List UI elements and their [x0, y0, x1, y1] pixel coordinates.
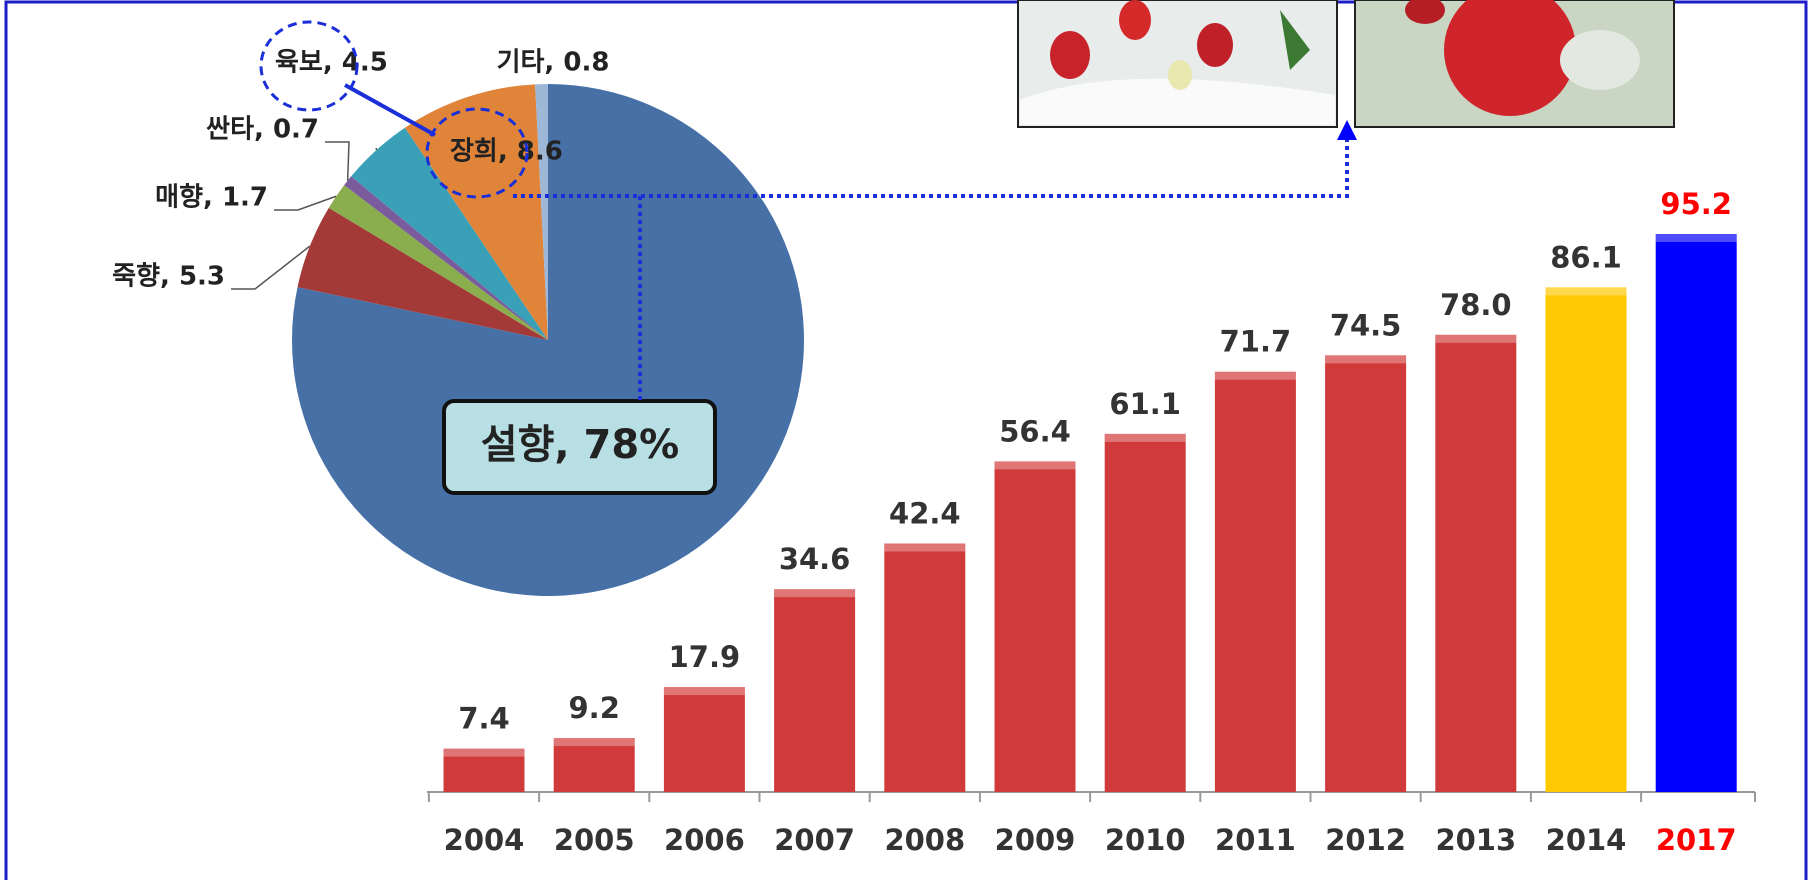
x-tick-label: 2008: [884, 823, 965, 857]
data-label: 매향, 1.7: [155, 183, 268, 213]
data-label: 95.2: [1660, 187, 1732, 221]
bar-highlight: [1215, 372, 1296, 380]
data-label: 42.4: [889, 496, 961, 530]
data-label: 싼타, 0.7: [206, 115, 319, 145]
x-tick-label: 2004: [444, 823, 525, 857]
connector: [345, 85, 435, 135]
leader-line: [325, 142, 349, 181]
bar: [1215, 372, 1296, 792]
x-tick-label: 2014: [1546, 823, 1627, 857]
bar: [1105, 434, 1186, 792]
data-label: 죽향, 5.3: [112, 262, 225, 292]
bar: [774, 589, 855, 792]
leader-line: [231, 246, 310, 289]
bar-highlight: [774, 589, 855, 597]
bar-highlight: [884, 543, 965, 551]
bar: [1656, 234, 1737, 792]
bar: [1435, 335, 1516, 792]
bar: [1546, 287, 1627, 792]
bar-highlight: [664, 687, 745, 695]
data-label: 9.2: [569, 691, 620, 725]
data-label: 56.4: [999, 414, 1071, 448]
bar: [1325, 355, 1406, 792]
bar-highlight: [554, 738, 635, 746]
x-tick-label: 2011: [1215, 823, 1296, 857]
photo-left: [1018, 0, 1337, 127]
x-tick-label: 2013: [1435, 823, 1516, 857]
bar-highlight: [444, 749, 525, 757]
bar-highlight: [1325, 355, 1406, 363]
x-tick-label: 2010: [1105, 823, 1186, 857]
data-label: 34.6: [779, 542, 851, 576]
bar-highlight: [1656, 234, 1737, 242]
data-label: 74.5: [1330, 308, 1402, 342]
bar-highlight: [1105, 434, 1186, 442]
data-label: 기타, 0.8: [497, 48, 610, 78]
data-label: 71.7: [1220, 325, 1292, 359]
x-tick-label: 2017: [1656, 823, 1737, 857]
bar-highlight: [1435, 335, 1516, 343]
data-label: 86.1: [1550, 240, 1622, 274]
x-tick-label: 2012: [1325, 823, 1406, 857]
x-tick-label: 2006: [664, 823, 745, 857]
data-label: 17.9: [669, 640, 741, 674]
photo-right: [1355, 0, 1674, 127]
data-label: 장희, 8.6: [450, 137, 563, 167]
bar: [995, 461, 1076, 792]
bar: [884, 543, 965, 792]
data-label: 7.4: [458, 702, 509, 736]
pie-chart: 설향, 78% 죽향, 5.3 매향, 1.7 싼타, 0.7 육보, 4.5 장희, 8…: [112, 48, 804, 597]
x-tick-label: 2009: [995, 823, 1076, 857]
x-tick-label: 2005: [554, 823, 635, 857]
data-label: 78.0: [1440, 288, 1512, 322]
x-tick-label: 2007: [774, 823, 855, 857]
bar: [554, 738, 635, 792]
bar: [664, 687, 745, 792]
data-label: 설향, 78%: [481, 422, 679, 468]
data-label: 육보, 4.5: [275, 48, 388, 78]
data-label: 61.1: [1109, 387, 1181, 421]
screenshot: 설향, 78% 죽향, 5.3 매향, 1.7 싼타, 0.7 육보, 4.5 장희, 8…: [0, 0, 1808, 880]
bar-highlight: [1546, 287, 1627, 295]
bar-highlight: [995, 461, 1076, 469]
leader-line: [274, 196, 336, 210]
